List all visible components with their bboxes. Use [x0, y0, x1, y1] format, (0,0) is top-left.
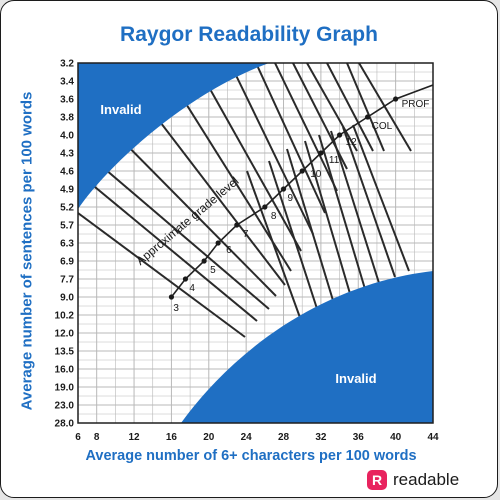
grade-point — [262, 204, 268, 210]
x-tick-label: 24 — [241, 432, 253, 443]
x-tick-label: 28 — [278, 432, 290, 443]
y-tick-label: 3.6 — [60, 95, 74, 106]
grade-boundary-line — [306, 63, 358, 152]
grade-point-label: 7 — [243, 229, 249, 240]
grade-boundary-line — [78, 145, 270, 310]
y-tick-label: 19.0 — [55, 383, 75, 394]
grade-boundary-line — [286, 148, 336, 308]
grade-point-label: 5 — [210, 265, 216, 276]
x-tick-label: 16 — [166, 432, 178, 443]
grade-boundary-line — [200, 72, 302, 252]
grade-boundary-line — [230, 64, 314, 235]
brand-name: readable — [393, 470, 460, 489]
brand-logo: R readable — [367, 469, 459, 491]
y-tick-label: 28.0 — [55, 419, 75, 430]
grade-boundary-line — [346, 63, 385, 152]
chart-title: Raygor Readability Graph — [120, 23, 378, 46]
grade-point — [318, 150, 324, 156]
y-axis-label: Average number of sentences per 100 word… — [18, 91, 36, 411]
grade-point — [299, 168, 305, 174]
grade-boundary-line — [304, 140, 352, 298]
grade-boundary-line — [318, 134, 366, 290]
grade-point-label: 3 — [173, 303, 179, 314]
y-tick-label: 7.7 — [60, 275, 74, 286]
y-tick-label: 4.9 — [60, 185, 74, 196]
x-tick-label: 32 — [315, 432, 327, 443]
y-tick-label: 6.9 — [60, 257, 74, 268]
region-label: Invalid — [100, 102, 141, 117]
y-tick-label: 9.0 — [60, 293, 74, 304]
grade-point — [234, 222, 240, 228]
grade-point — [280, 186, 287, 192]
y-tick-label: 4.3 — [60, 149, 74, 160]
grade-boundary-line — [330, 130, 380, 284]
y-tick-label: 3.8 — [60, 113, 74, 124]
grade-point-label: 10 — [310, 169, 322, 180]
x-tick-label: 20 — [203, 432, 215, 443]
grade-boundary-line — [342, 126, 396, 278]
invalid-region-bottom — [181, 271, 433, 423]
y-tick-label: 5.7 — [60, 221, 74, 232]
y-tick-label: 13.5 — [55, 347, 75, 358]
grade-boundary-line — [358, 63, 412, 152]
y-tick-label: 12.0 — [55, 329, 75, 340]
x-tick-label: 12 — [128, 432, 140, 443]
grade-boundary-line — [274, 63, 338, 192]
grade-point — [393, 96, 399, 102]
x-tick-label: 36 — [353, 432, 365, 443]
grade-boundary-line — [326, 63, 374, 152]
x-tick-label: 44 — [427, 432, 439, 443]
grade-point-label: PROF — [402, 99, 430, 110]
grade-boundary-line — [78, 172, 258, 322]
grade-point-label: 4 — [189, 283, 195, 294]
x-tick-label: 8 — [94, 432, 100, 443]
grade-boundary-line — [352, 124, 410, 272]
grade-point — [365, 114, 371, 120]
grade-point — [168, 294, 175, 300]
grade-boundary-line — [78, 212, 246, 338]
y-tick-label: 23.0 — [55, 401, 75, 412]
plot-frame — [77, 62, 434, 424]
readable-logo-icon: R — [367, 470, 387, 490]
grade-point-label: 8 — [271, 211, 277, 222]
grade-point-label: COL — [372, 121, 393, 132]
y-tick-label: 3.4 — [60, 77, 74, 88]
grade-point-label: 6 — [226, 245, 232, 256]
y-tick-label: 5.2 — [60, 203, 74, 214]
grade-boundary-line — [140, 96, 286, 286]
grade-boundary-line — [255, 63, 326, 214]
grade-point — [182, 276, 189, 282]
y-tick-label: 4.6 — [60, 167, 74, 178]
y-tick-label: 10.2 — [55, 311, 75, 322]
grade-point — [336, 132, 343, 138]
invalid-region-top — [78, 63, 269, 209]
grade-point — [215, 240, 221, 246]
grade-point-label: 9 — [288, 193, 294, 204]
grade-boundary-line — [246, 170, 308, 338]
x-axis-label: Average number of 6+ characters per 100 … — [85, 448, 417, 464]
region-label: Invalid — [335, 371, 376, 386]
y-tick-label: 3.2 — [60, 59, 74, 70]
x-tick-label: 40 — [390, 432, 402, 443]
y-tick-label: 4.0 — [60, 131, 74, 142]
grade-boundary-line — [268, 160, 322, 322]
x-tick-label: 6 — [75, 432, 81, 443]
y-tick-label: 6.3 — [60, 239, 74, 250]
grade-point-label: 11 — [329, 155, 340, 166]
grade-point — [201, 258, 207, 264]
grade-point-label: 12 — [346, 137, 358, 148]
y-tick-label: 16.0 — [55, 365, 75, 376]
